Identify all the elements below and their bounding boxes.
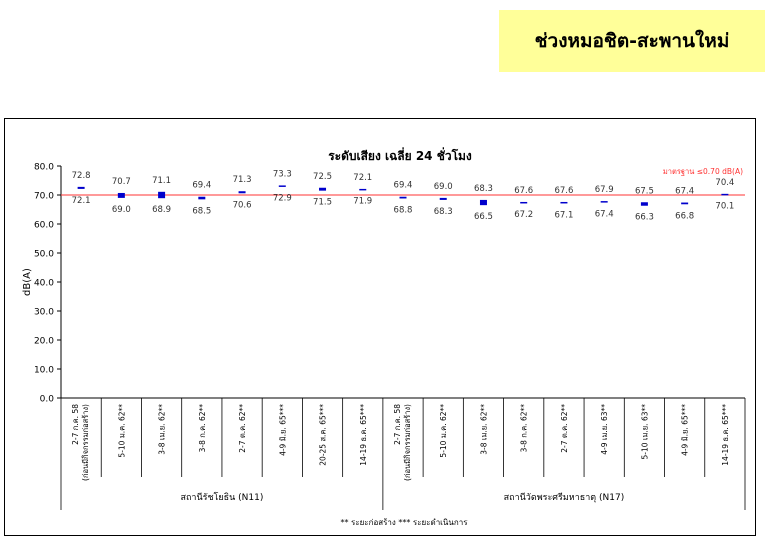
low-value-label: 68.9 [152, 205, 171, 215]
range-bar [640, 202, 648, 206]
x-tick-label: 20-25 ส.ค. 65*** [319, 404, 328, 466]
x-tick-label: 5-10 ม.ค. 62** [117, 404, 126, 458]
x-tick-label: 2-7 ต.ค. 62** [560, 404, 569, 453]
range-bar [600, 201, 608, 203]
high-value-label: 72.5 [313, 172, 332, 182]
chart-title: ระดับเสียง เฉลี่ย 24 ชั่วโมง [328, 147, 472, 163]
high-value-label: 70.4 [715, 178, 734, 188]
high-value-label: 70.7 [112, 177, 131, 187]
y-tick-label: 60.0 [34, 221, 54, 231]
x-tick-label: 2-7 ก.ค. 58 [71, 404, 80, 445]
y-tick-label: 20.0 [34, 337, 54, 347]
range-bar [399, 196, 407, 199]
high-value-label: 69.4 [394, 181, 413, 191]
low-value-label: 71.5 [313, 198, 332, 208]
standard-label: มาตรฐาน ≤0.70 dB(A) [663, 167, 743, 176]
high-value-label: 71.3 [233, 175, 252, 185]
x-tick-label: 3-8 เม.ย. 62** [479, 404, 488, 455]
low-value-label: 68.3 [434, 207, 453, 217]
high-value-label: 67.4 [675, 187, 694, 197]
y-tick-label: 70.0 [34, 192, 54, 202]
y-tick-label: 10.0 [34, 366, 54, 376]
high-value-label: 71.1 [152, 176, 171, 186]
range-bar [278, 185, 286, 187]
x-tick-label: 3-8 ก.ค. 62** [520, 404, 529, 453]
range-bar [721, 193, 729, 196]
range-bar [359, 188, 367, 191]
range-bar [681, 202, 689, 205]
range-bar [520, 201, 528, 204]
header-title-box: ช่วงหมอชิต-สะพานใหม่ [499, 10, 765, 72]
x-tick-label: 2-7 ต.ค. 62** [238, 404, 247, 453]
x-tick-label: 4-9 เม.ย. 63** [600, 404, 609, 455]
low-value-label: 72.9 [273, 194, 292, 204]
x-tick-label: 14-19 ธ.ค. 65*** [721, 404, 730, 466]
low-value-label: 67.2 [514, 210, 533, 220]
range-bar [319, 187, 327, 191]
low-value-label: 66.3 [635, 213, 654, 223]
low-value-label: 66.8 [675, 211, 694, 221]
low-value-label: 70.6 [233, 200, 252, 210]
x-tick-label: 4-9 มิ.ย. 65*** [278, 404, 287, 456]
low-value-label: 68.5 [192, 206, 211, 216]
range-bar [77, 186, 85, 189]
y-tick-label: 40.0 [34, 279, 54, 289]
high-value-label: 69.0 [434, 182, 453, 192]
group-label: สถานีรัชโยธิน (N11) [180, 492, 263, 503]
range-bar [238, 191, 246, 194]
low-value-label: 66.5 [474, 212, 493, 222]
y-tick-label: 0.0 [40, 395, 55, 405]
high-value-label: 72.8 [72, 171, 91, 181]
x-tick-label: 2-7 ก.ค. 58 [393, 404, 402, 445]
chart-frame [4, 118, 756, 536]
high-value-label: 69.4 [192, 181, 211, 191]
x-tick-label: 3-8 ก.ค. 62** [198, 404, 207, 453]
y-axis-label: dB(A) [22, 268, 33, 296]
low-value-label: 70.1 [715, 202, 734, 212]
x-tick-label: 4-9 มิ.ย. 65*** [681, 404, 690, 456]
low-value-label: 67.4 [595, 210, 614, 220]
range-bar [198, 196, 206, 200]
low-value-label: 69.0 [112, 205, 131, 215]
range-bar [158, 191, 166, 199]
high-value-label: 67.6 [514, 186, 533, 196]
high-value-label: 67.9 [595, 185, 614, 195]
high-value-label: 73.3 [273, 169, 292, 179]
high-value-label: 67.5 [635, 186, 654, 196]
chart-note: ** ระยะก่อสร้าง *** ระยะดำเนินการ [340, 518, 468, 527]
y-tick-label: 80.0 [34, 163, 54, 173]
x-tick-label: 5-10 เม.ย. 63** [640, 404, 649, 460]
x-tick-label: 5-10 ม.ค. 62** [439, 404, 448, 458]
y-tick-label: 30.0 [34, 308, 54, 318]
high-value-label: 68.3 [474, 184, 493, 194]
range-bar [479, 199, 487, 206]
high-value-label: 72.1 [353, 173, 372, 183]
x-tick-label-sub: (ก่อนมีกิจกรรมก่อสร้าง) [403, 404, 412, 481]
range-bar [560, 201, 568, 204]
low-value-label: 72.1 [72, 196, 91, 206]
low-value-label: 68.8 [394, 205, 413, 215]
low-value-label: 67.1 [554, 210, 573, 220]
high-value-label: 67.6 [554, 186, 573, 196]
range-bar [439, 197, 447, 200]
range-bar [117, 192, 125, 198]
x-tick-label-sub: (ก่อนมีกิจกรรมก่อสร้าง) [81, 404, 90, 481]
page-title: ช่วงหมอชิต-สะพานใหม่ [534, 30, 730, 52]
x-tick-label: 14-19 ธ.ค. 65*** [359, 404, 368, 466]
y-tick-label: 50.0 [34, 250, 54, 260]
low-value-label: 71.9 [353, 196, 372, 206]
group-label: สถานีวัดพระศรีมหาธาตุ (N17) [504, 492, 625, 503]
x-tick-label: 3-8 เม.ย. 62** [158, 404, 167, 455]
